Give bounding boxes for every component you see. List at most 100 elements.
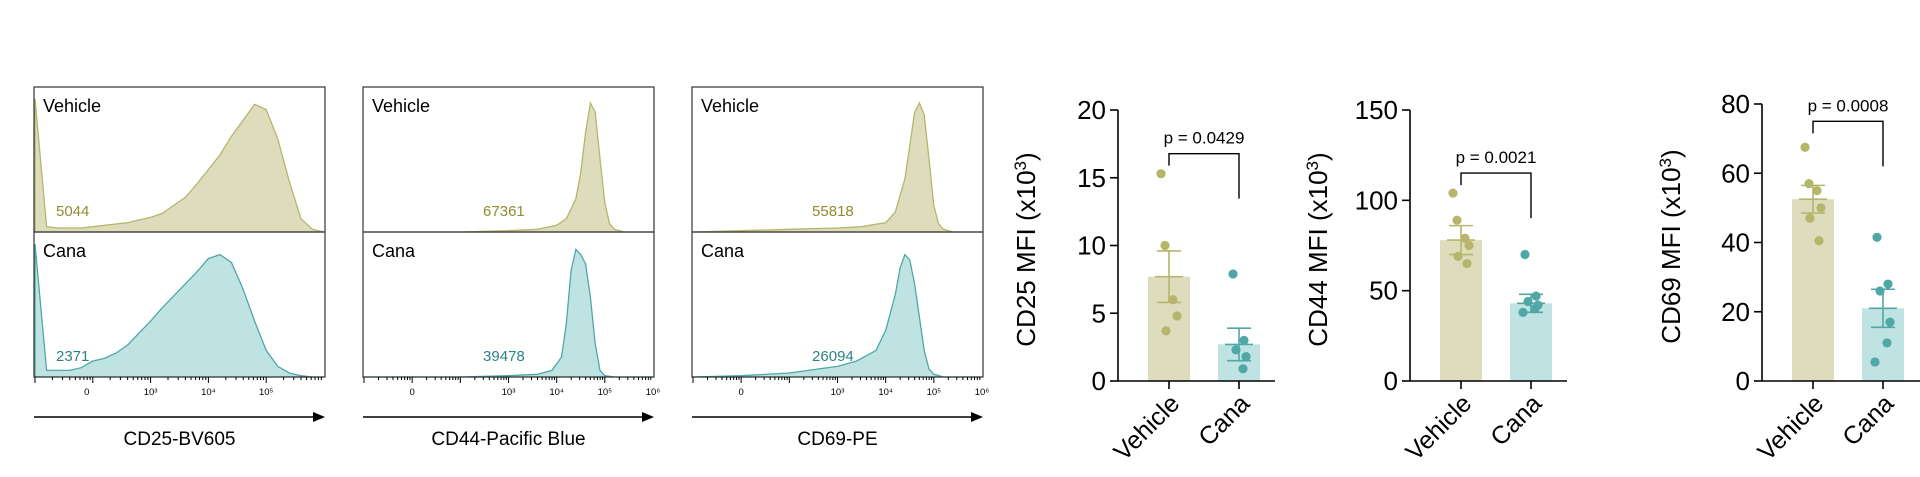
histogram-vehicle-area (692, 101, 982, 233)
data-point-vehicle (1161, 326, 1171, 336)
data-point-cana (1882, 338, 1892, 348)
data-point-vehicle (1453, 251, 1463, 261)
histogram-xlabel: CD69-PE (797, 429, 877, 450)
data-point-cana (1241, 352, 1251, 362)
category-label-cana: Cana (1485, 389, 1547, 451)
category-label-cana: Cana (1193, 389, 1255, 451)
p-value-label: p = 0.0008 (1808, 96, 1889, 115)
histogram-xlabel: CD44-Pacific Blue (431, 429, 585, 450)
data-point-cana (1238, 364, 1248, 374)
histogram-tick-label: 10³ (831, 387, 845, 398)
bar-vehicle (1792, 199, 1834, 381)
category-label-vehicle: Vehicle (1108, 389, 1185, 466)
histogram-tick-label: 10⁵ (259, 387, 274, 398)
histogram-vehicle-label: Vehicle (372, 96, 430, 116)
y-tick-label: 10 (1077, 231, 1106, 261)
y-axis-label: CD69 MFI (x103) (1656, 149, 1687, 343)
y-axis-label: CD25 MFI (x103) (1011, 152, 1042, 346)
data-point-cana (1872, 232, 1882, 242)
histogram-tick-label: 10⁵ (598, 387, 613, 398)
category-label-cana: Cana (1837, 389, 1899, 451)
histogram-cana-mfi: 26094 (812, 348, 854, 365)
bar-chart-1: 0 5 10 15 20 Vehicle Cana CD25 MFI (x103) p = 0.… (1011, 95, 1275, 466)
y-tick-label: 40 (1721, 228, 1750, 258)
histogram-vehicle-mfi: 67361 (483, 203, 525, 220)
histogram-cana-label: Cana (701, 241, 745, 261)
data-point-vehicle (1160, 240, 1170, 251)
histogram-panel-3: Vehicle 55818 Cana 26094 0 10³ 10⁴ 10⁵ 10⁶ CD69-P… (691, 86, 990, 450)
y-tick-label: 15 (1077, 163, 1106, 193)
histogram-axis-arrowhead (313, 412, 325, 422)
bar-chart-2: 0 50 100 150 Vehicle Cana CD44 MFI (x103) p = 0… (1303, 95, 1567, 466)
data-point-vehicle (1172, 311, 1182, 321)
data-point-vehicle (1464, 240, 1474, 251)
histogram-tick-label: 0 (739, 387, 744, 398)
data-point-cana (1883, 279, 1893, 289)
y-tick-label: 60 (1721, 158, 1750, 188)
data-point-cana (1531, 291, 1541, 301)
histogram-panel-2: Vehicle 67361 Cana 39478 0 10³ 10⁴ 10⁵ 10⁶ CD44-P… (362, 86, 660, 450)
data-point-vehicle (1804, 179, 1814, 189)
histogram-vehicle-mfi: 55818 (812, 203, 854, 220)
data-point-vehicle (1814, 236, 1824, 246)
histogram-cana-mfi: 2371 (56, 348, 89, 365)
histogram-tick-label: 10⁴ (201, 387, 216, 398)
data-point-cana (1231, 345, 1241, 355)
data-point-vehicle (1156, 169, 1166, 179)
histogram-tick-label: 10⁶ (975, 387, 990, 398)
data-point-vehicle (1452, 215, 1462, 225)
data-point-cana (1239, 335, 1249, 345)
y-axis-label: CD44 MFI (x103) (1303, 152, 1334, 346)
y-tick-label: 150 (1355, 95, 1398, 125)
histogram-cana-label: Cana (43, 241, 87, 261)
y-tick-label: 0 (1736, 366, 1750, 396)
histogram-tick-label: 10³ (144, 387, 158, 398)
histogram-tick-label: 10³ (502, 387, 516, 398)
y-tick-label: 20 (1077, 95, 1106, 125)
bar-cana (1510, 303, 1552, 381)
data-point-cana (1870, 357, 1880, 367)
data-point-cana (1875, 286, 1885, 296)
histogram-tick-label: 0 (84, 387, 89, 398)
histogram-cana-area (34, 243, 324, 378)
data-point-vehicle (1462, 258, 1472, 269)
data-point-cana (1885, 317, 1895, 327)
histogram-vehicle-mfi: 5044 (56, 203, 89, 220)
significance-bracket (1168, 152, 1240, 199)
y-tick-label: 100 (1355, 185, 1398, 215)
category-label-vehicle: Vehicle (1752, 389, 1829, 466)
data-point-cana (1523, 296, 1533, 307)
histogram-panel-1: Vehicle 5044 Cana 2371 0 10³ 10⁴ 10⁵ CD25-BV605 (33, 86, 326, 450)
data-point-vehicle (1805, 213, 1815, 223)
significance-bracket (1812, 120, 1884, 167)
significance-bracket (1460, 172, 1532, 219)
y-tick-label: 5 (1092, 298, 1106, 328)
data-point-vehicle (1812, 185, 1822, 196)
data-point-vehicle (1168, 295, 1178, 305)
data-point-vehicle (1460, 233, 1470, 243)
data-point-vehicle (1800, 142, 1810, 152)
category-label-vehicle: Vehicle (1400, 389, 1477, 466)
y-tick-label: 0 (1092, 366, 1106, 396)
data-point-vehicle (1816, 203, 1826, 213)
histogram-tick-label: 10⁴ (549, 387, 564, 398)
histogram-axis-arrowhead (971, 412, 983, 422)
data-point-cana (1530, 304, 1540, 314)
histogram-axis-arrowhead (642, 412, 654, 422)
histogram-cana-area (364, 247, 653, 378)
data-point-cana (1518, 307, 1528, 317)
histogram-vehicle-area (364, 100, 653, 233)
histogram-tick-label: 0 (410, 387, 415, 398)
data-point-cana (1520, 249, 1530, 260)
histogram-cana-area (692, 253, 982, 378)
histogram-vehicle-area (34, 98, 325, 233)
bar-chart-3: 0 20 40 60 80 Vehicle Cana CD69 MFI (x103) p = 0… (1656, 89, 1920, 466)
histogram-vehicle-label: Vehicle (701, 96, 759, 116)
histogram-tick-label: 10⁵ (927, 387, 942, 398)
bar-vehicle (1440, 240, 1482, 381)
histogram-xlabel: CD25-BV605 (124, 429, 236, 450)
data-point-vehicle (1448, 188, 1458, 198)
y-tick-label: 0 (1384, 366, 1398, 396)
p-value-label: p = 0.0429 (1164, 129, 1245, 148)
